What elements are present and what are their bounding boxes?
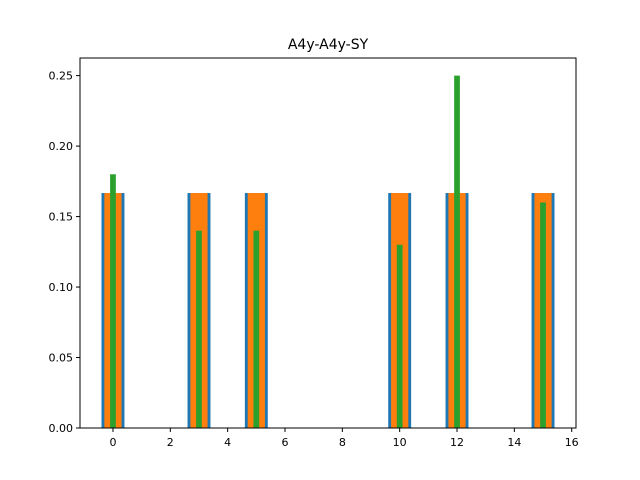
bar-series-2-x-15 — [540, 202, 546, 428]
y-tick-label: 0.05 — [49, 352, 74, 365]
bar-series-2-x-10 — [396, 244, 403, 428]
bar-series-2-x-3 — [196, 230, 202, 428]
y-tick-label: 0.20 — [49, 140, 74, 153]
x-tick-label: 2 — [167, 436, 174, 449]
x-tick-label: 6 — [281, 436, 288, 449]
y-tick-label: 0.15 — [49, 211, 74, 224]
bar-series-2-x-5 — [253, 230, 260, 428]
y-tick-label: 0.25 — [49, 70, 74, 83]
chart-title: A4y-A4y-SY — [288, 37, 369, 53]
x-axis-ticks: 0 2 4 6 8 10 12 14 16 — [109, 428, 579, 449]
x-tick-label: 0 — [109, 436, 116, 449]
y-tick-label: 0.00 — [49, 422, 74, 435]
y-tick-label: 0.10 — [49, 281, 74, 294]
x-tick-label: 8 — [339, 436, 346, 449]
x-tick-label: 16 — [565, 436, 579, 449]
bar-series-2-x-12 — [454, 75, 460, 428]
bars-group — [101, 75, 555, 428]
bar-series-2-x-0 — [110, 174, 116, 428]
plot-frame — [79, 57, 577, 429]
y-axis-ticks: 0.00 0.05 0.10 0.15 0.20 0.25 — [49, 70, 80, 435]
x-tick-label: 14 — [507, 436, 521, 449]
x-tick-label: 12 — [450, 436, 464, 449]
x-tick-label: 10 — [393, 436, 407, 449]
x-tick-label: 4 — [224, 436, 231, 449]
